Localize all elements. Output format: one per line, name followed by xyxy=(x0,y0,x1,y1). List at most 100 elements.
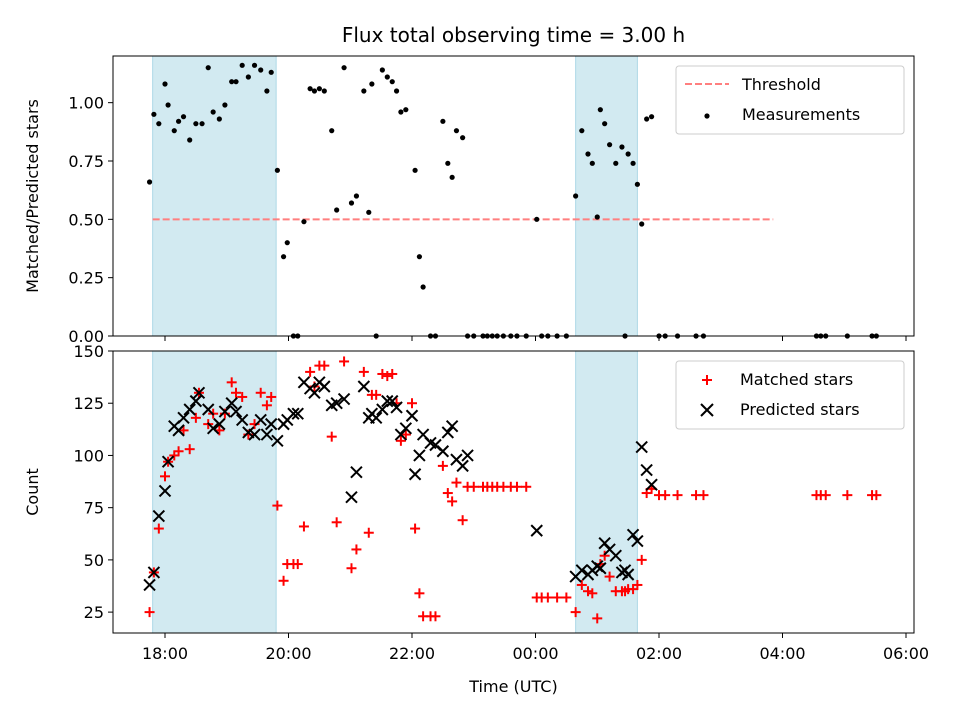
top-y-ticks: 0.00 0.25 0.50 0.75 1.00 xyxy=(68,94,113,346)
predicted-stars-point xyxy=(376,403,389,416)
predicted-stars-point xyxy=(399,422,413,435)
measurement-point xyxy=(274,167,280,173)
measurement-point xyxy=(597,107,603,113)
measurement-point xyxy=(353,193,360,199)
y-tick-label: 0.00 xyxy=(68,327,104,346)
predicted-stars-point xyxy=(626,528,640,542)
matched-stars-point xyxy=(184,444,195,455)
matched-stars-point xyxy=(351,544,362,555)
matched-stars-point xyxy=(190,412,201,423)
measurement-point xyxy=(229,79,235,85)
measurement-point xyxy=(630,160,636,166)
measurement-point xyxy=(151,111,157,117)
predicted-stars-point xyxy=(265,417,278,431)
predicted-stars-point xyxy=(147,566,161,579)
measurement-point xyxy=(316,86,322,92)
panel-counts: 25 50 75 100 125 150 18:00 20:00 22:00 00:00 02:0… xyxy=(23,342,929,696)
measurement-point xyxy=(175,118,182,124)
matched-stars-point xyxy=(173,446,184,457)
bottom-legend: Matched stars Predicted stars xyxy=(675,360,905,430)
top-x-ticks xyxy=(164,336,907,341)
matched-stars-point xyxy=(636,554,647,565)
predicted-stars-point xyxy=(350,465,363,479)
measurement-point xyxy=(222,102,228,108)
predicted-stars-point xyxy=(530,524,543,537)
predicted-stars-point xyxy=(225,397,238,410)
measurement-point xyxy=(280,254,287,260)
predicted-stars-point xyxy=(161,455,175,468)
matched-stars-point xyxy=(231,387,242,398)
measurement-point xyxy=(393,88,400,94)
measurement-point xyxy=(187,137,193,143)
measurement-point xyxy=(366,209,372,215)
measurement-point xyxy=(165,102,171,108)
measurement-point xyxy=(384,74,390,80)
matched-stars-point xyxy=(587,588,598,599)
predicted-stars-point xyxy=(621,568,635,581)
measurement-point xyxy=(210,109,216,115)
measurement-point xyxy=(585,151,591,157)
matched-stars-point xyxy=(542,592,553,603)
measurement-point xyxy=(602,121,608,127)
matched-stars-point xyxy=(511,481,522,492)
measurement-point xyxy=(449,174,455,180)
matched-stars-point xyxy=(468,481,479,492)
predicted-stars-point xyxy=(408,468,422,481)
predicted-stars-point xyxy=(635,440,648,454)
predicted-stars-point xyxy=(158,484,172,498)
matched-stars-point xyxy=(237,391,248,402)
predicted-stars-point xyxy=(177,411,190,425)
top-axes-frame xyxy=(112,55,915,337)
matched-stars-point xyxy=(358,366,369,377)
predicted-stars-point xyxy=(254,413,267,427)
measurement-point xyxy=(607,142,613,148)
predicted-stars-point xyxy=(640,463,653,477)
predicted-stars-point xyxy=(413,449,426,462)
measurement-point xyxy=(589,160,595,166)
x-tick-label: 02:00 xyxy=(636,644,682,663)
measurement-point xyxy=(245,74,251,80)
x-tick-label: 18:00 xyxy=(142,644,188,663)
measurement-point xyxy=(594,214,600,220)
measurement-point xyxy=(284,240,290,246)
matched-stars-point xyxy=(363,527,374,538)
matched-stars-point xyxy=(226,377,237,388)
x-tick-label: 00:00 xyxy=(512,644,558,663)
predicted-stars-point xyxy=(152,509,166,523)
matched-stars-point xyxy=(387,368,398,379)
measurement-point xyxy=(379,67,385,73)
measurement-point xyxy=(205,65,211,71)
matched-stars-point xyxy=(278,575,289,586)
predicted-stars-point xyxy=(381,394,394,408)
matched-stars-point xyxy=(319,360,330,371)
matched-stars-point xyxy=(871,490,882,501)
measurement-point xyxy=(639,221,645,227)
measurement-point xyxy=(156,121,162,127)
shaded-interval-2 xyxy=(575,55,638,337)
measurement-point xyxy=(193,121,199,127)
matched-stars-point xyxy=(339,356,350,367)
matched-stars-point xyxy=(407,398,417,409)
predicted-stars-point xyxy=(369,411,383,425)
matched-stars-point xyxy=(255,387,266,398)
matched-stars-point xyxy=(451,477,462,488)
top-y-axis-label: Matched/Predicted stars xyxy=(23,99,42,293)
y-tick-label: 0.75 xyxy=(68,152,104,171)
bottom-points-layer xyxy=(143,356,882,624)
measurement-point xyxy=(264,88,270,94)
y-tick-label: 75 xyxy=(84,499,104,518)
predicted-stars-point xyxy=(218,405,232,418)
matched-stars-point xyxy=(414,588,425,599)
predicted-legend-label: Predicted stars xyxy=(740,400,860,419)
measurement-point xyxy=(634,181,640,187)
predicted-stars-point xyxy=(445,419,459,433)
measurements-legend-label: Measurements xyxy=(742,105,860,124)
x-tick-label: 06:00 xyxy=(883,644,929,663)
measurement-point xyxy=(613,160,619,166)
measurement-point xyxy=(348,200,355,206)
predicted-stars-point xyxy=(594,562,607,575)
matched-stars-point xyxy=(153,523,164,534)
bottom-x-ticks: 18:00 20:00 22:00 00:00 02:00 04:00 06:00 xyxy=(142,633,929,663)
measurement-point xyxy=(648,114,655,120)
measurement-point xyxy=(216,116,222,122)
